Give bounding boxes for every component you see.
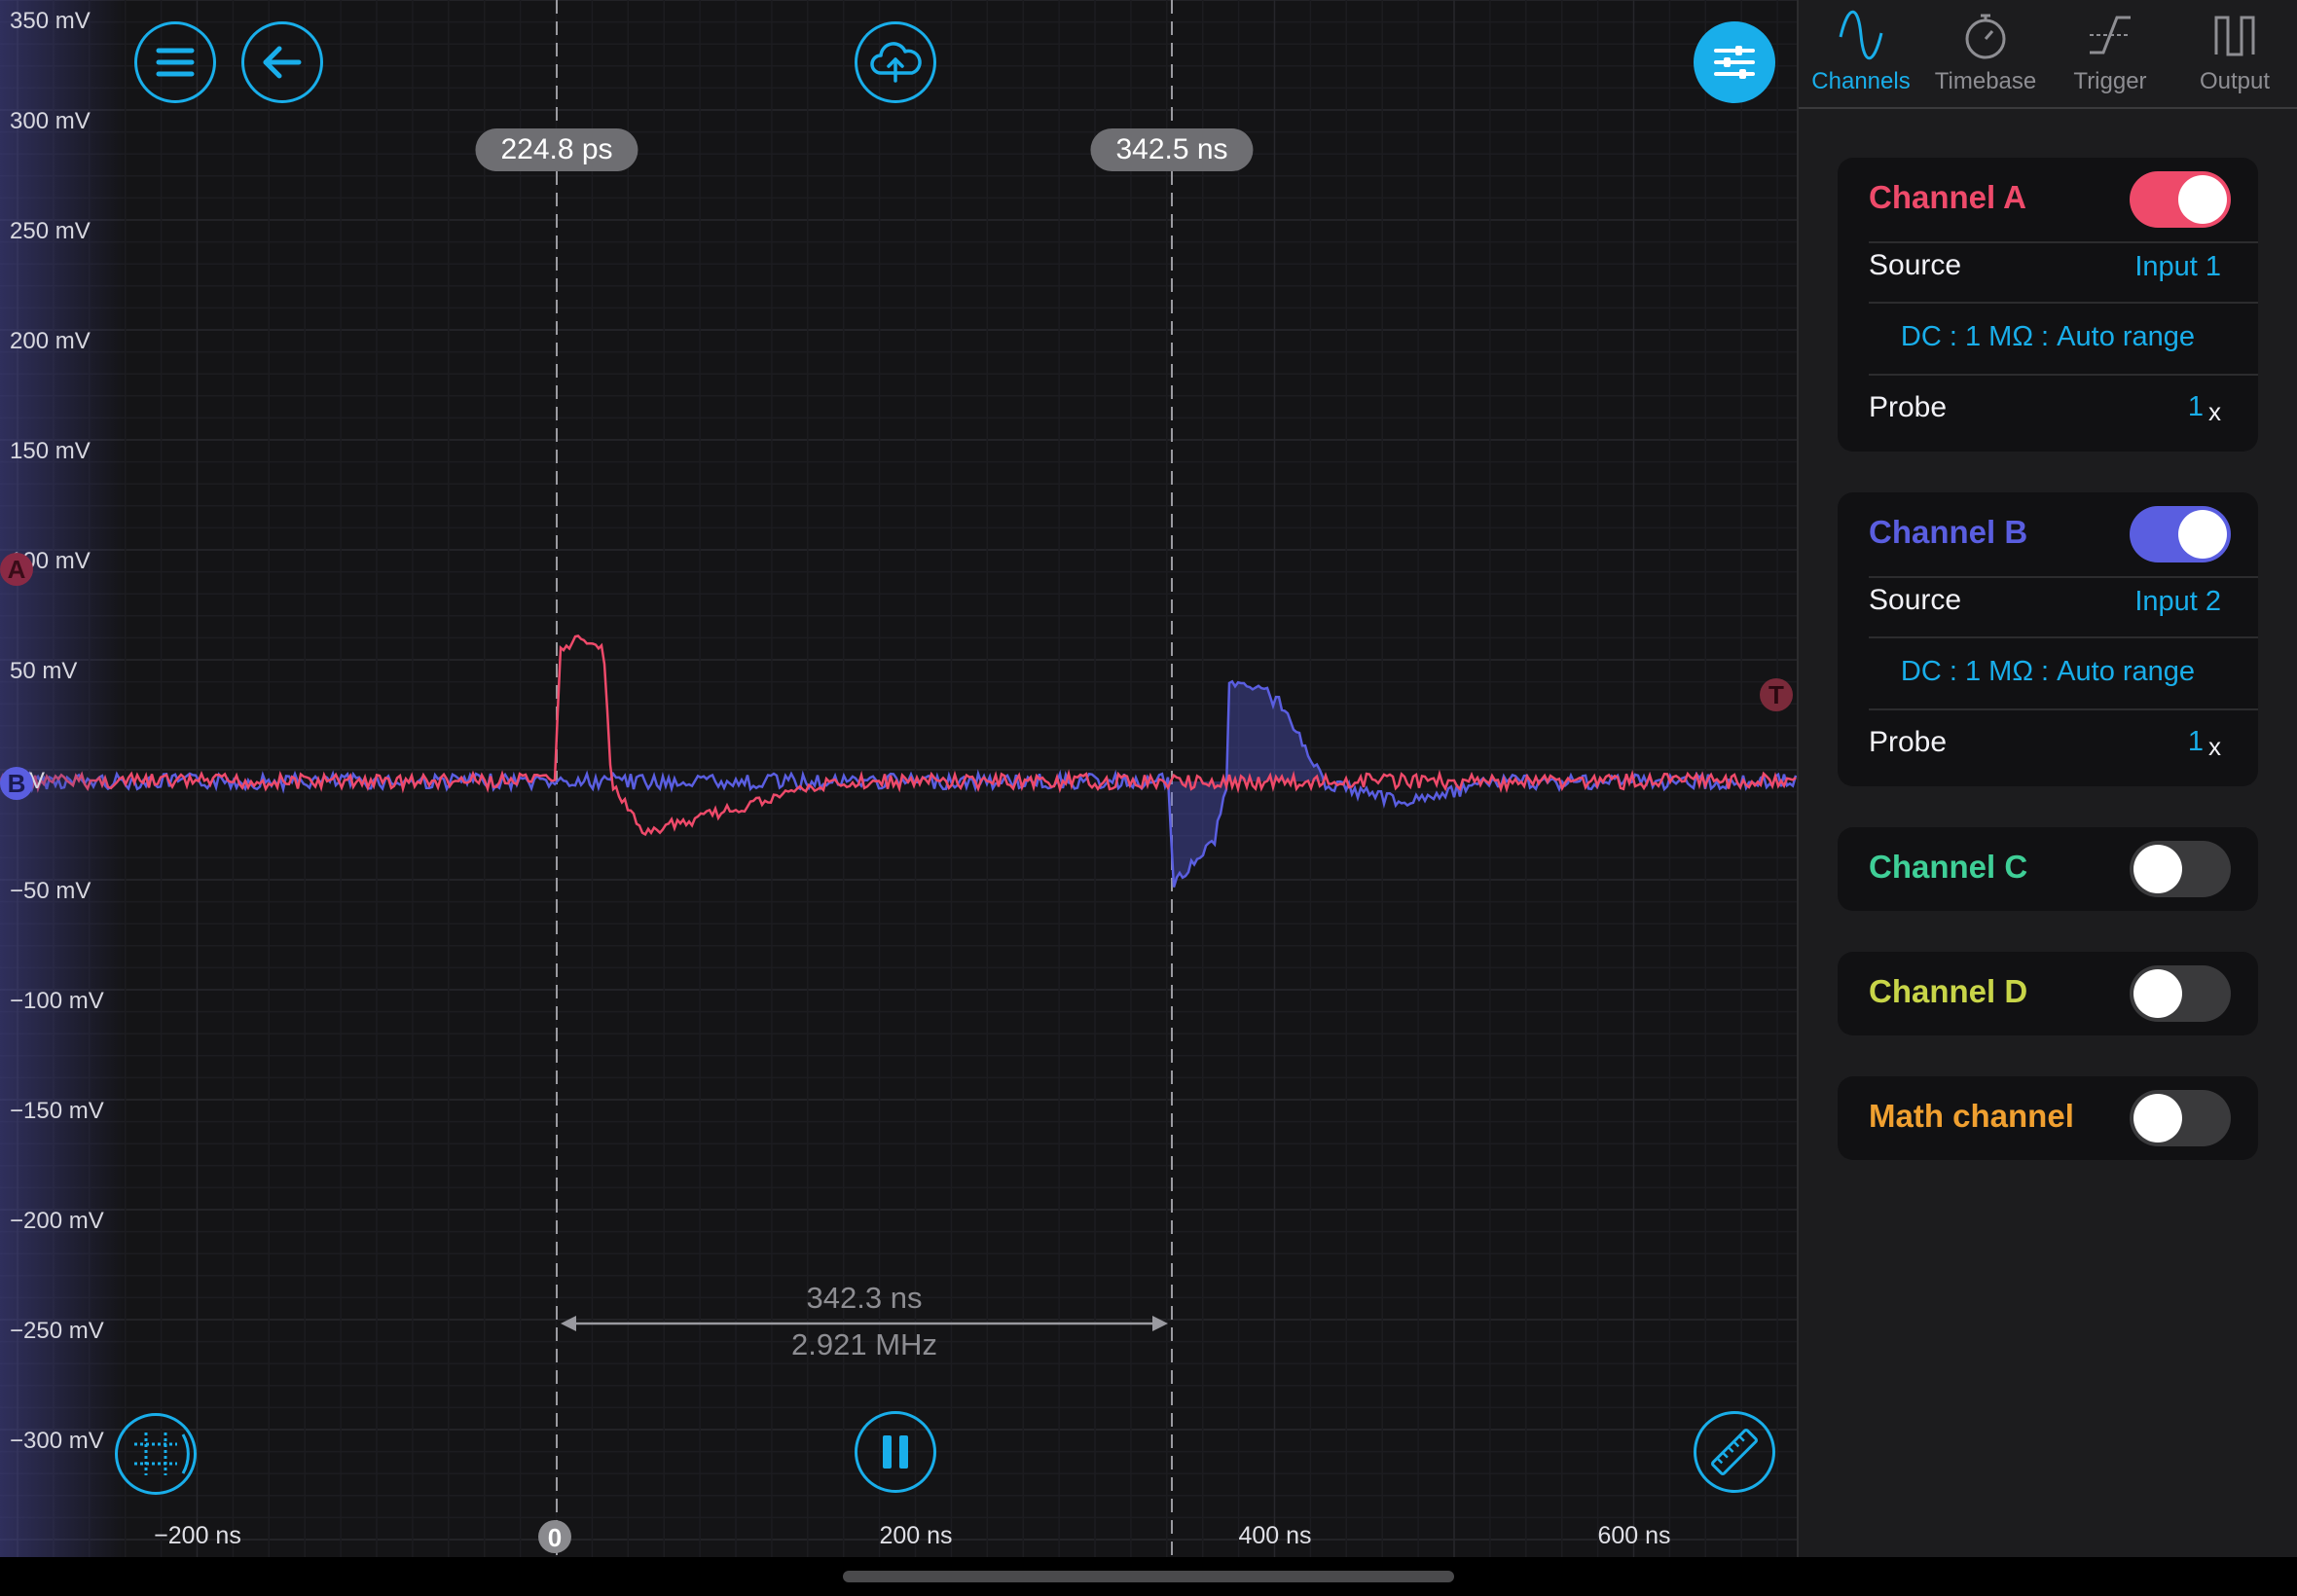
channel-b-toggle[interactable]: [2130, 506, 2231, 562]
settings-button[interactable]: [1694, 21, 1775, 103]
tab-channels[interactable]: Channels: [1799, 0, 1923, 107]
y-label-350: 350 mV: [10, 8, 91, 34]
math-channel-toggle[interactable]: [2130, 1090, 2231, 1146]
frequency-readout: 2.921 MHz: [791, 1327, 937, 1361]
channel-c-card: Channel C: [1838, 827, 2258, 911]
channel-a-coupling[interactable]: DC : 1 MΩ : Auto range: [1900, 321, 2196, 352]
x-label-600: 600 ns: [1597, 1522, 1671, 1549]
divider: [1869, 576, 2258, 578]
square-wave-icon: [2214, 16, 2255, 56]
scope-display[interactable]: 350 mV 300 mV 250 mV 200 mV 150 mV 100 m…: [0, 0, 1797, 1557]
y-label-minus-50: −50 mV: [10, 878, 91, 904]
channel-a-source-label: Source: [1869, 249, 1962, 281]
tab-channels-label: Channels: [1811, 68, 1911, 94]
trigger-level-marker[interactable]: T: [1760, 678, 1793, 711]
divider: [1869, 241, 2258, 243]
channel-a-trace: [0, 635, 1797, 837]
channel-a-probe-label: Probe: [1869, 391, 1948, 423]
channel-b-probe-label: Probe: [1869, 726, 1948, 758]
stopwatch-icon: [1965, 14, 2006, 59]
channel-a-offset-marker[interactable]: A: [0, 553, 33, 586]
tab-divider: [1799, 107, 2297, 109]
ruler-button[interactable]: [1694, 1411, 1775, 1493]
x-label-minus-200: −200 ns: [154, 1522, 241, 1549]
channel-b-source-label: Source: [1869, 584, 1962, 616]
back-button[interactable]: [241, 21, 323, 103]
channel-b-card: Channel B Source Input 2 DC : 1 MΩ : Aut…: [1838, 492, 2258, 786]
channel-b-coupling[interactable]: DC : 1 MΩ : Auto range: [1900, 656, 2196, 687]
channel-b-offset-marker[interactable]: B: [0, 767, 33, 800]
grid-crosshair-icon: [134, 1433, 190, 1475]
pause-button[interactable]: [855, 1411, 936, 1493]
y-label-150: 150 mV: [10, 438, 91, 464]
x-label-400: 400 ns: [1238, 1522, 1312, 1549]
tab-trigger-label: Trigger: [2073, 68, 2147, 94]
channel-a-probe-unit: x: [2208, 397, 2221, 426]
divider: [1869, 636, 2258, 638]
y-label-300: 300 mV: [10, 108, 91, 134]
y-label-minus-150: −150 mV: [10, 1098, 104, 1124]
divider: [1869, 302, 2258, 304]
cloud-upload-button[interactable]: [855, 21, 936, 103]
divider: [1869, 374, 2258, 376]
y-label-minus-200: −200 mV: [10, 1208, 104, 1234]
right-cursor-time[interactable]: 342.5 ns: [1090, 128, 1254, 171]
settings-panel: Channels Timebase Trigger Output Channel…: [1797, 0, 2297, 1557]
tab-timebase-label: Timebase: [1934, 68, 2037, 94]
delta-time-readout: 342.3 ns: [806, 1281, 923, 1315]
left-cursor-time[interactable]: 224.8 ps: [475, 128, 638, 171]
channel-a-source-value[interactable]: Input 1: [2134, 251, 2221, 282]
y-label-minus-250: −250 mV: [10, 1318, 104, 1344]
channel-b-name: Channel B: [1869, 514, 2028, 550]
tab-timebase[interactable]: Timebase: [1923, 0, 2048, 107]
channel-c-name: Channel C: [1869, 849, 2028, 885]
trigger-edge-icon: [2090, 16, 2131, 54]
x-label-200: 200 ns: [879, 1522, 953, 1549]
trigger-time-zero-marker[interactable]: 0: [538, 1520, 571, 1553]
channel-b-source-value[interactable]: Input 2: [2134, 586, 2221, 617]
channel-d-card: Channel D: [1838, 952, 2258, 1035]
scope-plot[interactable]: [0, 0, 1797, 1557]
pause-icon: [883, 1435, 908, 1469]
menu-button[interactable]: [134, 21, 216, 103]
y-label-minus-100: −100 mV: [10, 988, 104, 1014]
channel-a-name: Channel A: [1869, 179, 2026, 215]
back-arrow-icon: [263, 46, 302, 79]
measurement-arrow-head-right: [1152, 1316, 1168, 1331]
y-label-minus-300: −300 mV: [10, 1428, 104, 1454]
measurement-arrow-head-left: [561, 1316, 576, 1331]
channel-c-toggle[interactable]: [2130, 841, 2231, 897]
sine-wave-icon: [1839, 10, 1883, 60]
ruler-icon: [1710, 1428, 1759, 1476]
home-indicator[interactable]: [843, 1571, 1454, 1582]
channel-b-probe-unit: x: [2208, 732, 2221, 761]
channel-d-toggle[interactable]: [2130, 965, 2231, 1022]
y-label-200: 200 mV: [10, 328, 91, 354]
divider: [1869, 708, 2258, 710]
channel-d-name: Channel D: [1869, 973, 2028, 1009]
y-label-250: 250 mV: [10, 218, 91, 244]
channel-a-toggle[interactable]: [2130, 171, 2231, 228]
channel-b-fill: [1168, 681, 1326, 888]
channel-a-probe-value[interactable]: 1: [2187, 391, 2204, 422]
cloud-upload-icon: [870, 42, 922, 83]
y-label-50: 50 mV: [10, 658, 78, 684]
hamburger-menu-icon: [156, 48, 195, 77]
channel-a-card: Channel A Source Input 1 DC : 1 MΩ : Aut…: [1838, 158, 2258, 452]
math-channel-card: Math channel: [1838, 1076, 2258, 1160]
sliders-icon: [1714, 46, 1755, 79]
tab-trigger[interactable]: Trigger: [2048, 0, 2172, 107]
math-channel-name: Math channel: [1869, 1098, 2074, 1134]
tab-output-label: Output: [2199, 68, 2271, 94]
grid-button[interactable]: [115, 1413, 197, 1495]
tab-output[interactable]: Output: [2172, 0, 2297, 107]
channel-b-probe-value[interactable]: 1: [2187, 726, 2204, 757]
